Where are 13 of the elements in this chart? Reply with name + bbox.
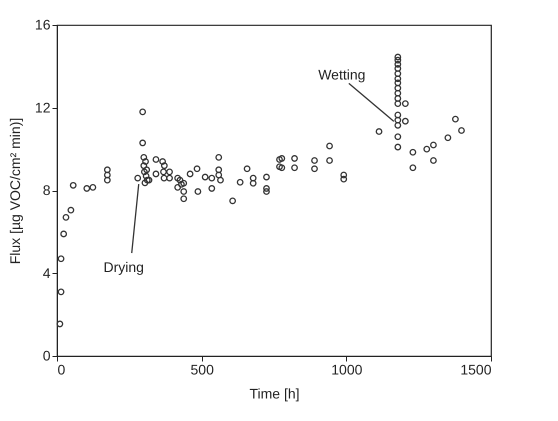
y-tick-label: 0 bbox=[42, 348, 51, 364]
y-tick-label: 12 bbox=[34, 99, 51, 116]
x-tick-label: 500 bbox=[190, 362, 214, 378]
y-axis-title: Flux [µg VOC/cm² min)] bbox=[6, 118, 23, 264]
x-tick-label: 1000 bbox=[331, 362, 363, 378]
y-tick-label: 4 bbox=[42, 264, 51, 281]
annotation: Drying bbox=[103, 259, 144, 276]
x-axis-title: Time [h] bbox=[249, 386, 300, 402]
y-tick-label: 16 bbox=[34, 16, 51, 32]
x-tick-label: 1500 bbox=[460, 362, 492, 378]
y-tick-label: 8 bbox=[42, 182, 51, 198]
x-tick-label: 0 bbox=[58, 362, 66, 378]
annotation: Wetting bbox=[318, 66, 366, 82]
